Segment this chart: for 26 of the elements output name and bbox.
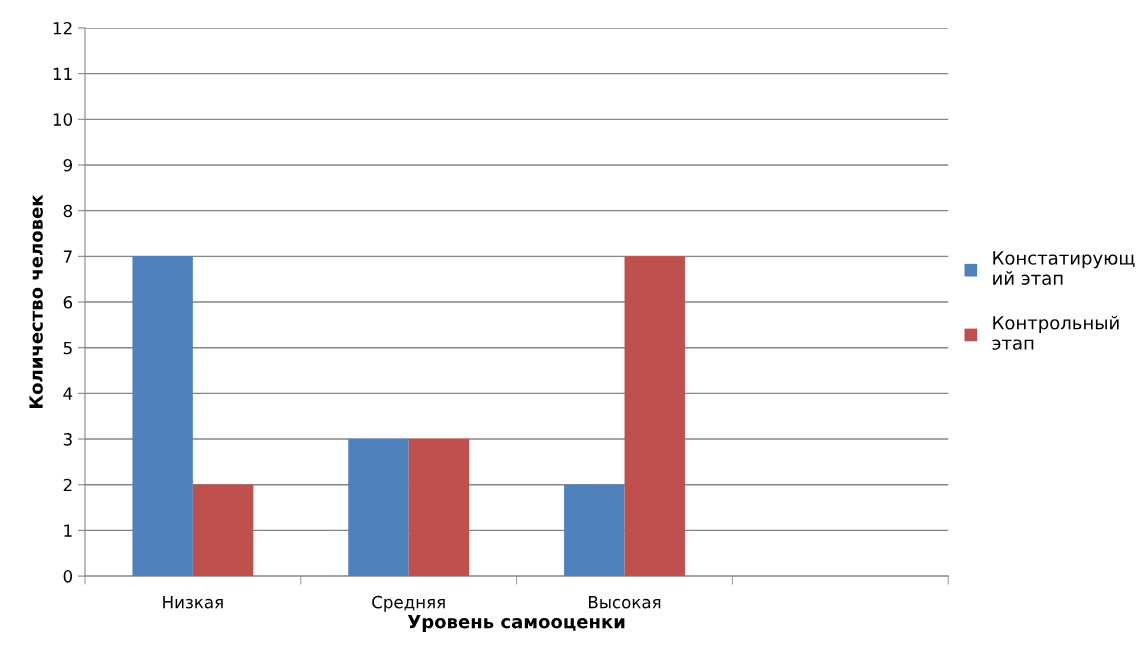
bar: [132, 256, 193, 577]
y-axis-title: Количество человек: [29, 194, 43, 408]
y-tick-label: 0: [63, 570, 73, 583]
y-tick-label: 3: [63, 433, 72, 446]
x-tick-label: Низкая: [163, 596, 223, 609]
bar: [408, 439, 470, 577]
y-tick-label: 7: [63, 250, 72, 263]
x-axis-title: Уровень самооценки: [407, 615, 625, 632]
y-tick-label: 4: [63, 387, 73, 400]
x-tick-label: Средняя: [372, 595, 445, 612]
legend-label: Констатирующий этап: [993, 251, 1135, 285]
y-tick-label: 10: [53, 113, 73, 126]
y-tick-label: 2: [63, 478, 72, 492]
y-tick-label: 5: [63, 341, 72, 355]
y-tick-label: 9: [63, 158, 72, 172]
y-tick-label: 8: [63, 204, 73, 218]
y-tick-label: 1: [64, 524, 72, 537]
bar: [564, 484, 625, 577]
bar: [192, 484, 254, 577]
y-tick-label: 12: [53, 21, 72, 35]
bar: [624, 256, 685, 577]
bar: [348, 439, 409, 577]
y-tick-label: 11: [53, 67, 72, 80]
legend-label: Контрольный этап: [992, 315, 1119, 350]
y-tick-label: 6: [63, 295, 73, 309]
x-tick-label: Высокая: [589, 596, 661, 609]
